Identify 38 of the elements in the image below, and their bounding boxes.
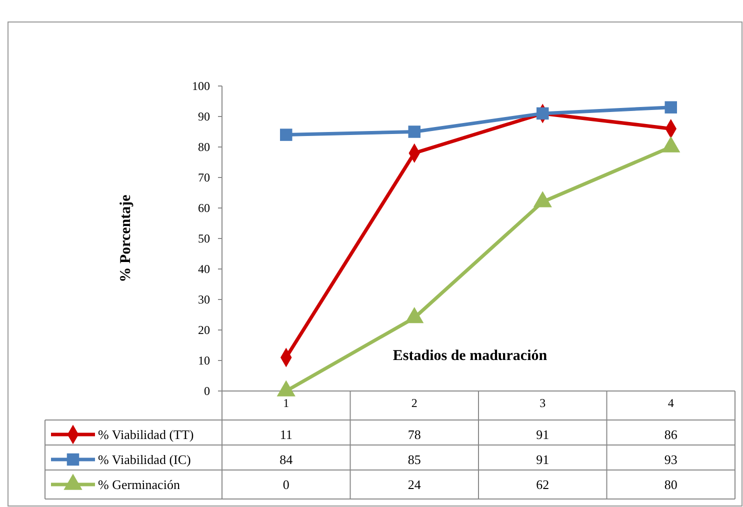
point xyxy=(280,128,292,141)
data-label: 80 xyxy=(664,477,678,492)
point xyxy=(405,307,424,324)
x-tick-label: 1 xyxy=(283,396,290,410)
point xyxy=(664,101,677,114)
y-tick-label: 60 xyxy=(198,201,210,216)
y-tick-label: 40 xyxy=(198,262,210,276)
y-tick-label: 10 xyxy=(198,354,210,368)
y-tick-label: 80 xyxy=(198,140,210,154)
y-tick-label: 20 xyxy=(198,323,210,338)
y-tick-label: 50 xyxy=(198,232,210,246)
legend-label: % Viabilidad (TT) xyxy=(98,427,194,442)
legend-label: % Germinación xyxy=(98,477,180,492)
data-label: 86 xyxy=(664,427,678,442)
y-tick-label: 0 xyxy=(204,384,210,398)
x-tick-label: 3 xyxy=(540,396,546,410)
data-label: 0 xyxy=(282,477,290,492)
data-label: 62 xyxy=(536,477,550,492)
data-label: 93 xyxy=(664,452,678,468)
y-tick-label: 70 xyxy=(198,170,210,185)
data-label: 78 xyxy=(408,427,421,442)
x-tick-label: 2 xyxy=(411,396,418,410)
data-label: 91 xyxy=(536,452,550,468)
point xyxy=(276,380,296,396)
data-label: 24 xyxy=(408,477,422,492)
x-axis-title: Estadios de maduración xyxy=(392,348,548,364)
legend-label: % Viabilidad (IC) xyxy=(98,452,191,468)
x-tick-label: 4 xyxy=(668,396,674,410)
y-axis-title: % Porcentaje xyxy=(118,194,134,282)
data-label: 11 xyxy=(280,427,292,442)
point xyxy=(536,107,549,120)
point xyxy=(408,126,420,138)
data-label: 91 xyxy=(536,427,550,442)
data-label: 84 xyxy=(280,452,294,468)
y-tick-label: 30 xyxy=(198,292,210,307)
y-tick-label: 100 xyxy=(192,79,210,94)
data-label: 85 xyxy=(408,452,421,468)
y-tick-label: 90 xyxy=(198,110,210,124)
